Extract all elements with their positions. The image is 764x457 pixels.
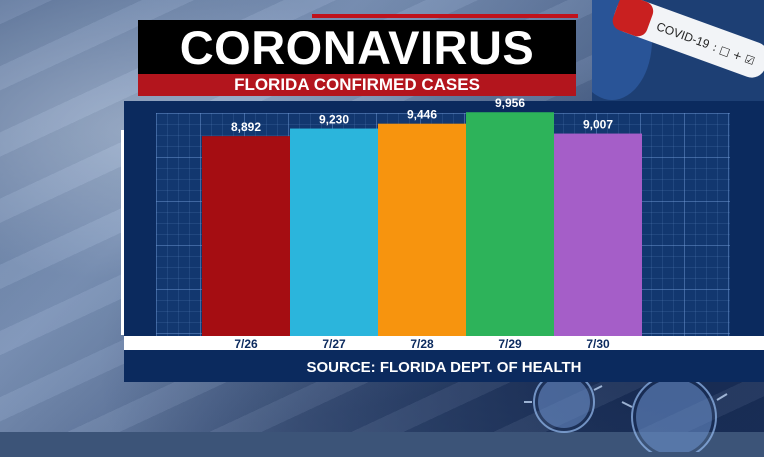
chart-subtitle: FLORIDA CONFIRMED CASES xyxy=(234,75,480,94)
value-label: 9,007 xyxy=(583,118,613,132)
x-tick-label: 7/30 xyxy=(586,337,610,351)
source-text: SOURCE: FLORIDA DEPT. OF HEALTH xyxy=(306,358,582,376)
bar-7-29 xyxy=(466,112,554,336)
value-label: 9,956 xyxy=(495,96,525,110)
x-tick-label: 7/29 xyxy=(498,337,522,351)
x-tick-label: 7/28 xyxy=(410,337,434,351)
test-tube-image: COVID-19 : □ + ☑ xyxy=(592,0,764,102)
value-label: 9,230 xyxy=(319,113,349,127)
source-footer: SOURCE: FLORIDA DEPT. OF HEALTH xyxy=(124,352,764,382)
x-tick-label: 7/26 xyxy=(234,337,258,351)
title-accent-bar xyxy=(312,14,578,18)
bar-7-28 xyxy=(378,123,466,336)
title-banner: CORONAVIRUS xyxy=(138,20,576,74)
x-axis-strip xyxy=(124,336,764,350)
bar-7-26 xyxy=(202,136,290,336)
x-tick-label: 7/27 xyxy=(322,337,346,351)
page-title: CORONAVIRUS xyxy=(179,20,535,74)
subtitle-banner: FLORIDA CONFIRMED CASES xyxy=(138,74,576,96)
panel-edge-line xyxy=(121,130,124,335)
bar-7-27 xyxy=(290,128,378,336)
value-label: 9,446 xyxy=(407,108,437,122)
bar-7-30 xyxy=(554,133,642,336)
bar-chart: 8,892 7/26 9,230 7/27 9,446 7/28 9,956 7/29 9,00… xyxy=(202,96,642,351)
value-label: 8,892 xyxy=(231,120,261,134)
